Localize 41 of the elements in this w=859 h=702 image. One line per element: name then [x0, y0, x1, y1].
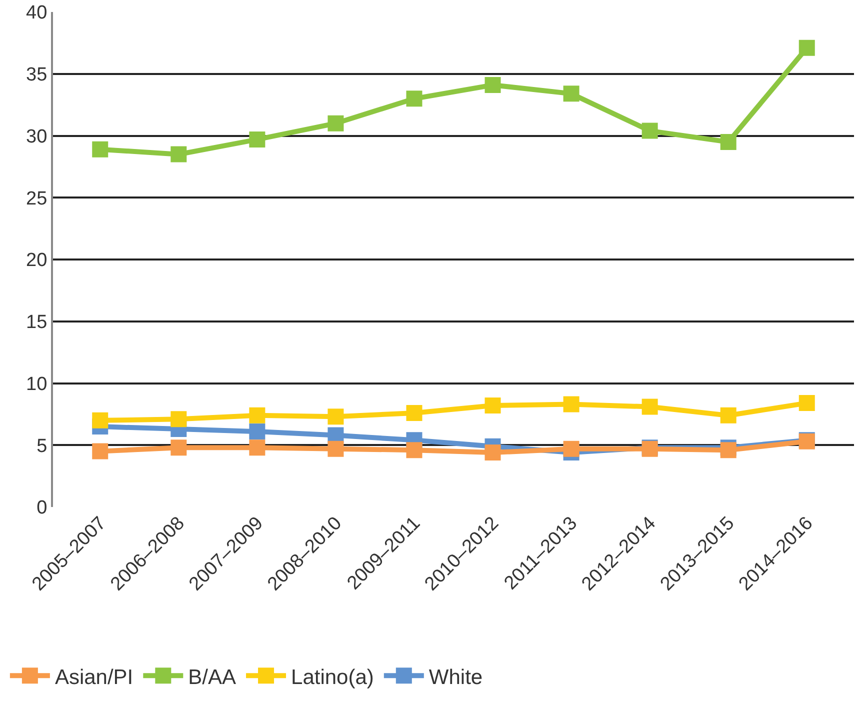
point [642, 122, 658, 139]
legend-label: Asian/PI [54, 666, 134, 689]
point [328, 115, 344, 132]
point [92, 443, 108, 460]
point [328, 440, 344, 457]
point [406, 442, 422, 458]
point [720, 134, 736, 150]
point [484, 444, 501, 461]
legend-label: Latino(a) [291, 666, 374, 689]
point [249, 131, 266, 148]
y-tick-label: 15 [26, 312, 48, 334]
point [249, 440, 266, 456]
y-tick-label: 30 [26, 126, 48, 148]
point [170, 440, 187, 456]
point [170, 146, 187, 162]
y-tick-label: 5 [36, 436, 48, 457]
y-tick-label: 0 [36, 498, 48, 519]
point [249, 407, 266, 424]
point [563, 440, 580, 457]
point [720, 407, 736, 424]
y-tick-label: 20 [26, 250, 48, 272]
point [92, 141, 108, 158]
y-tick-label: 25 [26, 188, 48, 210]
point [642, 398, 658, 415]
point [406, 90, 422, 107]
point [249, 424, 266, 440]
y-tick-label: 35 [26, 64, 48, 86]
legend-label: B/AA [188, 666, 236, 689]
y-tick-label: 40 [26, 2, 48, 24]
point [798, 40, 815, 56]
point [328, 408, 344, 425]
point [170, 411, 187, 428]
point [406, 404, 422, 421]
y-tick-label: 10 [26, 374, 48, 395]
point [563, 86, 580, 102]
point [484, 77, 501, 94]
point [563, 396, 580, 412]
legend-label: White [428, 666, 483, 689]
point [484, 398, 501, 414]
point [92, 412, 108, 428]
point [798, 395, 815, 412]
